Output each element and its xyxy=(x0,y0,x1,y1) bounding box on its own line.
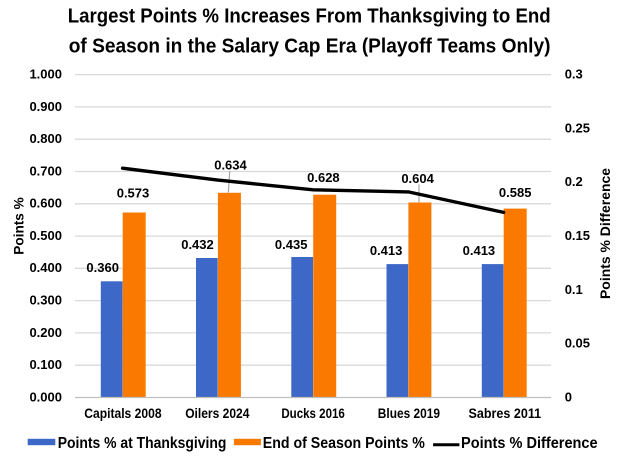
svg-text:0.435: 0.435 xyxy=(275,237,308,252)
svg-text:0.05: 0.05 xyxy=(565,336,590,351)
svg-text:Capitals 2008: Capitals 2008 xyxy=(84,406,162,421)
svg-text:0.432: 0.432 xyxy=(181,237,214,252)
svg-text:0.413: 0.413 xyxy=(463,243,496,258)
svg-text:0.300: 0.300 xyxy=(29,293,62,308)
svg-text:0.15: 0.15 xyxy=(565,228,590,243)
svg-text:0.600: 0.600 xyxy=(29,196,62,211)
svg-text:0.634: 0.634 xyxy=(214,157,247,172)
svg-text:0.604: 0.604 xyxy=(401,171,434,186)
svg-text:Blues 2019: Blues 2019 xyxy=(378,406,440,421)
svg-text:0.1: 0.1 xyxy=(565,282,583,297)
svg-text:Ducks 2016: Ducks 2016 xyxy=(281,406,345,421)
svg-text:0.585: 0.585 xyxy=(499,185,532,200)
svg-text:0.573: 0.573 xyxy=(117,186,150,201)
svg-text:0.3: 0.3 xyxy=(565,67,583,82)
svg-text:0: 0 xyxy=(565,389,572,404)
svg-text:0.628: 0.628 xyxy=(307,170,340,185)
svg-text:Sabres 2011: Sabres 2011 xyxy=(469,406,542,421)
svg-text:0.100: 0.100 xyxy=(29,357,62,372)
svg-text:0.500: 0.500 xyxy=(29,228,62,243)
svg-text:0.400: 0.400 xyxy=(29,260,62,275)
svg-text:Points % at Thanksgiving: Points % at Thanksgiving xyxy=(58,435,227,452)
svg-text:Points % Difference: Points % Difference xyxy=(461,435,598,452)
svg-text:0.200: 0.200 xyxy=(29,325,62,340)
svg-text:0.413: 0.413 xyxy=(370,243,403,258)
svg-text:0.360: 0.360 xyxy=(86,260,119,275)
svg-text:1.000: 1.000 xyxy=(29,67,62,82)
svg-text:Points % Difference: Points % Difference xyxy=(597,168,613,299)
svg-text:0.800: 0.800 xyxy=(29,131,62,146)
svg-text:Points %: Points % xyxy=(10,197,26,255)
svg-text:Largest Points % Increases Fro: Largest Points % Increases From Thanksgi… xyxy=(68,6,551,28)
svg-text:Oilers 2024: Oilers 2024 xyxy=(185,406,250,421)
svg-text:End of Season Points %: End of Season Points % xyxy=(263,435,425,452)
svg-text:0.000: 0.000 xyxy=(29,389,62,404)
svg-text:0.2: 0.2 xyxy=(565,174,583,189)
svg-text:of Season in the Salary Cap Er: of Season in the Salary Cap Era (Playoff… xyxy=(69,36,551,58)
svg-text:0.700: 0.700 xyxy=(29,163,62,178)
svg-text:0.900: 0.900 xyxy=(29,99,62,114)
svg-text:0.25: 0.25 xyxy=(565,120,590,135)
